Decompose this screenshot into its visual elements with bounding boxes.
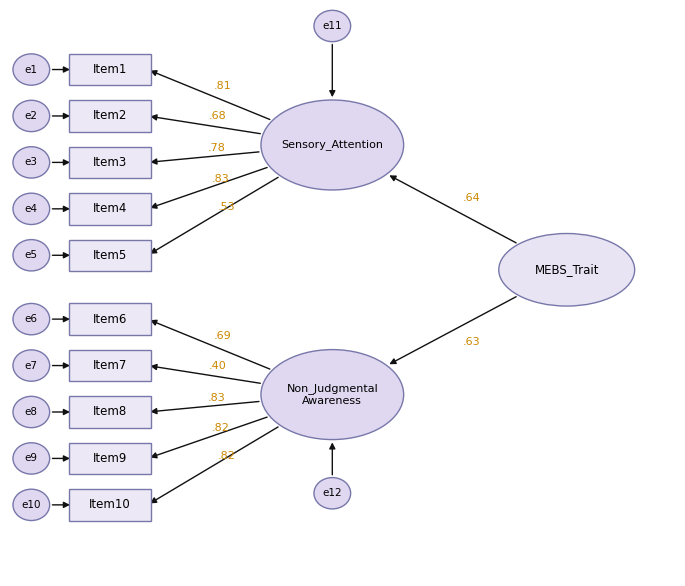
Text: .83: .83 — [212, 173, 229, 183]
Text: .83: .83 — [208, 393, 226, 403]
Text: Item10: Item10 — [89, 498, 131, 512]
Text: e8: e8 — [25, 407, 38, 417]
Text: e6: e6 — [25, 314, 38, 324]
FancyBboxPatch shape — [69, 350, 151, 381]
Circle shape — [13, 100, 49, 132]
Text: e10: e10 — [21, 500, 41, 510]
Ellipse shape — [499, 233, 635, 306]
Text: .53: .53 — [217, 202, 235, 212]
Circle shape — [13, 350, 49, 381]
Text: .81: .81 — [213, 81, 231, 91]
Text: e3: e3 — [25, 158, 38, 168]
Text: Sensory_Attention: Sensory_Attention — [282, 139, 384, 151]
Text: .78: .78 — [208, 143, 226, 153]
Text: .82: .82 — [217, 451, 235, 461]
Ellipse shape — [261, 350, 403, 440]
Circle shape — [13, 193, 49, 224]
Text: Item9: Item9 — [93, 452, 127, 465]
Circle shape — [13, 396, 49, 428]
Text: Item4: Item4 — [93, 202, 127, 215]
Text: e2: e2 — [25, 111, 38, 121]
FancyBboxPatch shape — [69, 54, 151, 85]
Text: .69: .69 — [213, 331, 231, 340]
Circle shape — [13, 54, 49, 85]
Text: .64: .64 — [463, 193, 481, 203]
FancyBboxPatch shape — [69, 304, 151, 335]
Text: Item5: Item5 — [93, 249, 127, 262]
FancyBboxPatch shape — [69, 193, 151, 224]
Text: Item3: Item3 — [93, 156, 127, 169]
Text: e1: e1 — [25, 64, 38, 74]
FancyBboxPatch shape — [69, 146, 151, 178]
Circle shape — [13, 240, 49, 271]
Text: .63: .63 — [463, 338, 481, 347]
Text: MEBS_Trait: MEBS_Trait — [534, 263, 599, 276]
Text: .82: .82 — [212, 423, 230, 433]
Text: Item7: Item7 — [93, 359, 127, 372]
Text: Item6: Item6 — [93, 312, 127, 326]
FancyBboxPatch shape — [69, 100, 151, 132]
Text: e12: e12 — [323, 488, 342, 498]
Text: .68: .68 — [209, 111, 227, 121]
Text: .40: .40 — [209, 360, 227, 370]
Text: Non_Judgmental
Awareness: Non_Judgmental Awareness — [286, 383, 378, 406]
Circle shape — [13, 489, 49, 520]
Circle shape — [13, 304, 49, 335]
Text: Item1: Item1 — [93, 63, 127, 76]
Text: e9: e9 — [25, 454, 38, 464]
Text: e7: e7 — [25, 360, 38, 370]
Circle shape — [13, 443, 49, 474]
FancyBboxPatch shape — [69, 489, 151, 520]
FancyBboxPatch shape — [69, 396, 151, 428]
Circle shape — [314, 478, 351, 509]
FancyBboxPatch shape — [69, 240, 151, 271]
Text: Item2: Item2 — [93, 110, 127, 122]
Circle shape — [13, 146, 49, 178]
Circle shape — [314, 11, 351, 42]
Text: e5: e5 — [25, 250, 38, 260]
Text: Item8: Item8 — [93, 406, 127, 418]
Text: e11: e11 — [323, 21, 342, 31]
Text: e4: e4 — [25, 204, 38, 214]
Ellipse shape — [261, 100, 403, 190]
FancyBboxPatch shape — [69, 443, 151, 474]
